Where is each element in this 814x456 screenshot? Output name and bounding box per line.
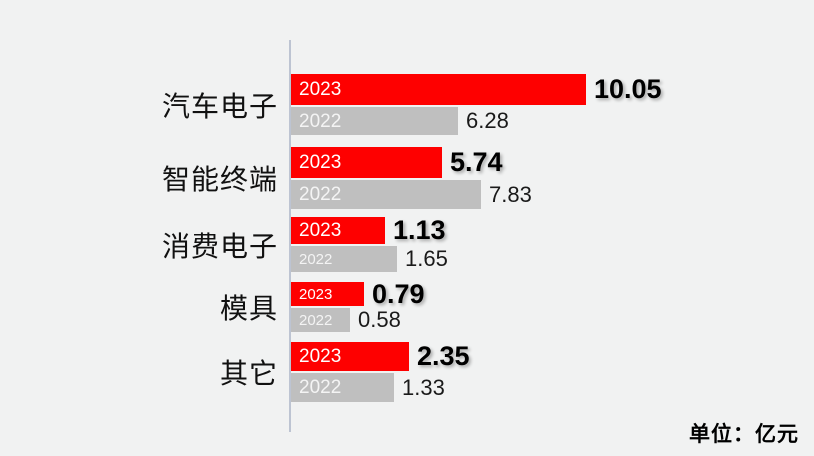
category-label: 智能终端	[161, 164, 278, 195]
bar-2023: 2023	[291, 74, 586, 105]
value-label-2022: 0.58	[358, 307, 401, 332]
bar-year-label: 2023	[299, 285, 333, 303]
bar-year-label: 2023	[299, 79, 342, 100]
category-label: 模具	[219, 293, 278, 324]
category-label: 汽车电子	[161, 90, 278, 122]
bar-year-label: 2023	[299, 346, 342, 367]
value-label-2023: 0.79	[372, 278, 425, 309]
bar-year-label: 2022	[299, 377, 342, 398]
bar-group-5: 其它 2023 2.35 2022 1.33	[0, 341, 814, 402]
value-label-2022: 6.28	[466, 108, 509, 133]
bar-group-4: 模具 2023 0.79 2022 0.58	[0, 278, 814, 332]
category-label: 其它	[219, 358, 278, 389]
bar-2022: 2022	[291, 246, 397, 272]
value-label-2023: 10.05	[594, 74, 662, 104]
bar-2022: 2022	[291, 308, 350, 332]
bar-2022: 2022	[291, 180, 481, 209]
bar-group-1: 汽车电子 2023 10.05 2022 6.28	[0, 74, 814, 135]
bar-year-label: 2022	[299, 250, 333, 268]
bar-2022: 2022	[291, 373, 394, 402]
value-label-2022: 1.33	[402, 374, 445, 400]
bar-2023: 2023	[291, 147, 442, 178]
value-label-2023: 1.13	[393, 215, 446, 245]
bar-year-label: 2022	[299, 110, 342, 132]
unit-label: 单位：亿元	[689, 423, 799, 446]
bar-year-label: 2022	[299, 311, 333, 329]
bar-year-label: 2023	[299, 152, 342, 173]
bar-2023: 2023	[291, 282, 364, 306]
bar-2023: 2023	[291, 342, 409, 371]
bar-2023: 2023	[291, 217, 385, 244]
category-label: 消费电子	[161, 230, 278, 262]
value-label-2022: 7.83	[489, 181, 532, 207]
bar-group-2: 智能终端 2023 5.74 2022 7.83	[0, 147, 814, 209]
bar-year-label: 2022	[299, 184, 342, 205]
value-label-2023: 2.35	[417, 341, 470, 371]
bar-group-3: 消费电子 2023 1.13 2022 1.65	[0, 215, 814, 272]
value-label-2022: 1.65	[405, 246, 448, 271]
bar-year-label: 2023	[299, 220, 342, 241]
bar-2022: 2022	[291, 107, 458, 135]
value-label-2023: 5.74	[450, 147, 503, 177]
y-axis-line	[289, 40, 291, 432]
